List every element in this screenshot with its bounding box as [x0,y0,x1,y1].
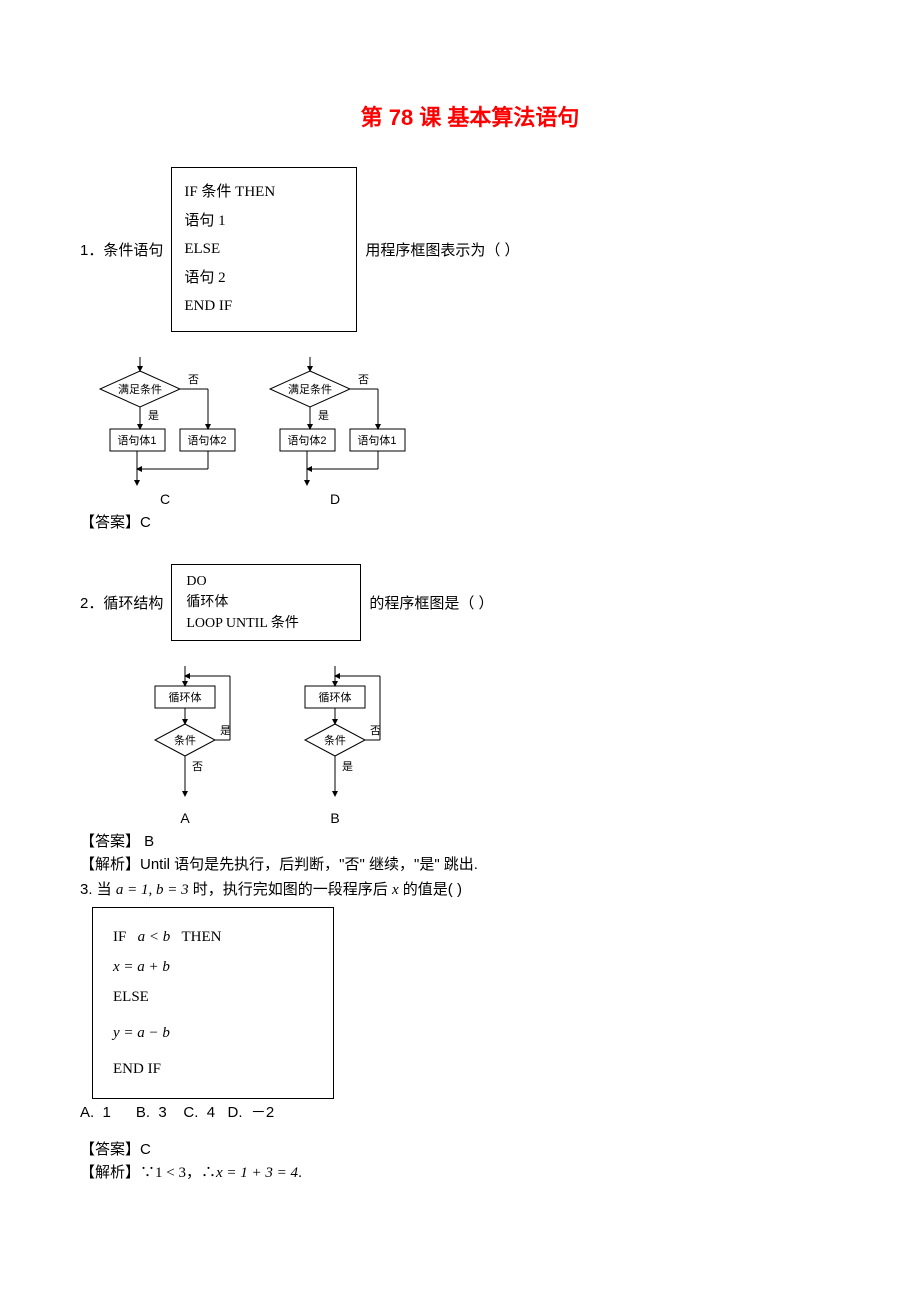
code-line: IF 条件 THEN [184,178,344,207]
flowchart-c: 满足条件 是 语句体1 否 语句体2 [90,357,240,507]
flowchart-d: 满足条件 是 语句体2 否 语句体1 D [260,357,410,507]
option-b-label: B [330,810,339,826]
svg-text:语句体2: 语句体2 [287,433,326,447]
q3-explain: 【解析】∵1 < 3，∴x = 1 + 3 = 4. [80,1161,860,1182]
flow-no: 否 [188,374,199,386]
svg-text:是: 是 [220,724,231,737]
question-3-text: 3. 当 a = 1, b = 3 时，执行完如图的一段程序后 x 的值是( ) [80,878,860,899]
option-d-label: D [330,491,340,507]
svg-text:条件: 条件 [324,733,346,747]
flow-body2: 语句体2 [187,433,226,447]
question-2: 2．循环结构 DO 循环体 LOOP UNTIL 条件 的程序框图是（ ） [80,564,860,641]
q2-prefix: 2．循环结构 [80,592,163,613]
q2-explain: 【解析】Until 语句是先执行，后判断，"否" 继续，"是" 跳出. [80,853,860,874]
code-line: 语句 1 [184,207,344,236]
flowchart-a: 循环体 条件 是 否 A [130,666,240,826]
q3-answer: 【答案】C [80,1138,860,1159]
q3-options: A. 1 B. 3 C. 4 D. －2 [80,1101,860,1122]
flow-yes: 是 [148,409,159,422]
code-line: y = a − b [113,1018,313,1048]
code-line: ELSE [184,235,344,264]
svg-text:循环体: 循环体 [319,690,352,704]
svg-text:满足条件: 满足条件 [288,382,332,396]
svg-text:否: 否 [192,761,203,773]
code-line: DO [186,571,346,592]
svg-text:循环体: 循环体 [169,690,202,704]
page-title: 第 78 课 基本算法语句 [80,100,860,132]
svg-text:条件: 条件 [174,733,196,747]
svg-text:否: 否 [370,725,381,737]
q2-codebox: DO 循环体 LOOP UNTIL 条件 [171,564,361,641]
q1-suffix: 用程序框图表示为（ ） [365,239,519,260]
q2-suffix: 的程序框图是（ ） [369,592,493,613]
code-line: 循环体 [186,592,346,613]
svg-text:语句体1: 语句体1 [357,433,396,447]
q3-codebox: IF a < b THEN x = a + b ELSE y = a − b E… [92,907,334,1099]
svg-text:否: 否 [358,374,369,386]
code-line: x = a + b [113,952,313,982]
q1-prefix: 1．条件语句 [80,239,163,260]
code-line: 语句 2 [184,264,344,293]
option-a-label: A [180,810,189,826]
svg-text:是: 是 [342,760,353,773]
q1-answer: 【答案】C [80,511,860,532]
q2-flowcharts: 循环体 条件 是 否 A [130,666,860,826]
q1-flowcharts: 满足条件 是 语句体1 否 语句体2 [90,357,860,507]
question-1: 1．条件语句 IF 条件 THEN 语句 1 ELSE 语句 2 END IF … [80,167,860,332]
flow-cond: 满足条件 [118,382,162,396]
q1-codebox: IF 条件 THEN 语句 1 ELSE 语句 2 END IF [171,167,357,332]
code-line: END IF [184,292,344,321]
code-line: LOOP UNTIL 条件 [186,613,346,634]
flowchart-b: 循环体 条件 否 是 B [280,666,390,826]
option-c-label: C [160,491,170,507]
code-line: END IF [113,1054,313,1084]
flow-body1: 语句体1 [117,433,156,447]
code-line: IF a < b THEN [113,922,313,952]
code-line: ELSE [113,982,313,1012]
q2-answer: 【答案】 B [80,830,860,851]
svg-text:是: 是 [318,409,329,422]
